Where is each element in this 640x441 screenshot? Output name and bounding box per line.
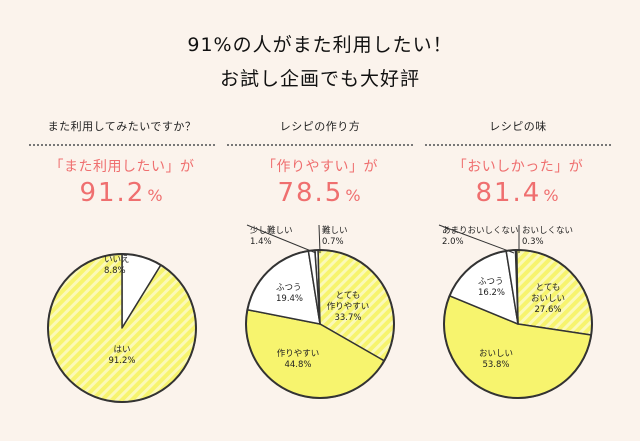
slice-value-text: 8.8%: [104, 266, 126, 276]
panel-question: レシピの味: [489, 120, 547, 133]
slice-value-text: 44.8%: [284, 360, 311, 370]
stat-unit: %: [147, 186, 165, 205]
slice-label-text: ふつう: [478, 277, 504, 287]
slice-value-text: 0.3%: [522, 237, 544, 247]
pie-outline: [47, 253, 197, 403]
stat-value: 78.5: [277, 178, 344, 208]
panel-question: レシピの作り方: [279, 120, 361, 133]
headline-line-1: 91%の人がまた利用したい！: [187, 34, 453, 56]
headline-line-2: お試し企画でも大好評: [219, 68, 420, 90]
slice-value-text: 1.4%: [250, 237, 272, 247]
slice-value-text: 0.7%: [322, 237, 344, 247]
panel-highlight: 「作りやすい」が: [262, 159, 378, 175]
slice-value-text: 33.7%: [334, 313, 361, 323]
slice-label-text: おいしい: [531, 294, 565, 304]
panel-highlight: 「また利用したい」が: [49, 159, 195, 175]
slice-label-text: とても: [536, 283, 561, 293]
slice-label-text: 作りやすい: [327, 301, 370, 312]
leader-line: [246, 224, 317, 254]
panel-recipe-ease: レシピの作り方 「作りやすい」が 78.5%: [220, 118, 420, 208]
slice-label-text: いいえ: [104, 255, 130, 265]
slice-label-text: ふつう: [276, 283, 302, 293]
slice-value-text: 2.0%: [442, 237, 464, 247]
stat-value: 81.4: [475, 178, 542, 208]
slice-value-text: 16.2%: [478, 288, 505, 298]
dotted-divider: [227, 144, 413, 146]
dotted-divider: [29, 144, 215, 146]
slice-label-text: あまりおいしくない: [442, 226, 519, 236]
slice-label-text: はい: [113, 345, 130, 355]
leader-line: [438, 224, 515, 254]
panel-stat: 91.2%: [22, 178, 222, 208]
panel-recipe-taste: レシピの味 「おいしかった」が 81.4%: [418, 118, 618, 208]
slice-value-text: 53.8%: [482, 360, 509, 370]
slice-label-text: おいしい: [479, 349, 513, 359]
slice-label-text: 作りやすい: [277, 348, 320, 359]
slice-label-text: 難しい: [322, 225, 348, 236]
slice-label-text: とても: [336, 291, 361, 301]
panel-stat: 78.5%: [220, 178, 420, 208]
panel-stat: 81.4%: [418, 178, 618, 208]
slice-value-text: 19.4%: [276, 294, 303, 304]
panel-highlight: 「おいしかった」が: [452, 159, 584, 175]
panel-question: また利用してみたいですか？: [47, 120, 197, 133]
slice-label-text: おいしくない: [522, 226, 573, 236]
slice-label-text: 少し難しい: [250, 225, 293, 236]
pie-outline: [443, 249, 593, 399]
leader-line: [318, 224, 321, 254]
stat-unit: %: [345, 186, 363, 205]
slice-value-text: 27.6%: [534, 305, 561, 315]
slice-value-text: 91.2%: [108, 356, 135, 366]
panel-reuse: また利用してみたいですか？ 「また利用したい」が 91.2%: [22, 118, 222, 208]
dotted-divider: [425, 144, 611, 146]
stat-value: 91.2: [79, 178, 146, 208]
stat-unit: %: [543, 186, 561, 205]
